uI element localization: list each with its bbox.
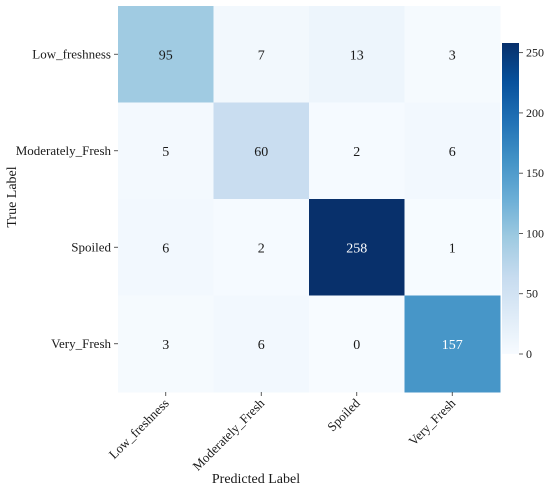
- heatmap-cell: [404, 199, 501, 296]
- y-axis-title: True Label: [5, 166, 20, 227]
- cell-value-label: 7: [258, 48, 265, 63]
- heatmap-cell: [404, 6, 501, 103]
- heatmap-cell: [118, 199, 214, 296]
- heatmap-cell: [118, 6, 214, 103]
- heatmap-cell: [213, 102, 310, 200]
- cell-value-label: 60: [254, 145, 268, 160]
- cell-value-label: 13: [350, 48, 364, 63]
- heatmap-cell: [213, 6, 310, 103]
- colorbar-gradient: [502, 43, 519, 354]
- cell-value-label: 258: [346, 241, 367, 256]
- y-tick-label: Spoiled: [71, 239, 111, 254]
- cell-value-label: 6: [258, 338, 265, 353]
- colorbar-tick-label: 150: [526, 166, 544, 180]
- colorbar: 0 50 100 150 200 250: [502, 43, 544, 361]
- cell-value-label: 0: [353, 338, 360, 353]
- cell-value-label: 6: [162, 241, 169, 256]
- x-axis-title: Predicted Label: [212, 472, 300, 487]
- cell-value-label: 157: [442, 338, 463, 353]
- y-tick-label: Moderately_Fresh: [16, 143, 112, 158]
- heatmap-cell: [309, 295, 405, 393]
- y-tick-label: Very_Fresh: [51, 336, 111, 351]
- cell-value-label: 3: [162, 338, 169, 353]
- heatmap-cell: [213, 199, 310, 296]
- heatmap-cell: [309, 199, 405, 296]
- heatmap-cell: [213, 295, 310, 393]
- colorbar-tick-label: 50: [526, 287, 538, 301]
- x-tick-label: Low_freshness: [106, 396, 172, 462]
- y-axis-ticks: Low_freshness Moderately_Fresh Spoiled Very…: [16, 46, 118, 351]
- heatmap-cell: [118, 295, 214, 393]
- cell-value-label: 2: [258, 241, 265, 256]
- colorbar-tick-label: 200: [526, 106, 544, 120]
- colorbar-tick-label: 250: [526, 46, 544, 60]
- heatmap-cell: [309, 6, 405, 103]
- heatmap-cell-labels: 95 7 13 35 60 2 66 2 258 13 6 0 157: [159, 48, 463, 353]
- cell-value-label: 6: [449, 145, 456, 160]
- cell-value-label: 95: [159, 48, 173, 63]
- heatmap-cells: [118, 6, 501, 393]
- x-axis-ticks: Low_freshness Moderately_Fresh Spoiled Very…: [106, 392, 459, 474]
- heatmap-cell: [309, 102, 405, 200]
- x-tick-label: Moderately_Fresh: [189, 395, 267, 473]
- y-tick-label: Low_freshness: [32, 46, 111, 61]
- cell-value-label: 2: [353, 145, 360, 160]
- cell-value-label: 1: [449, 241, 456, 256]
- colorbar-tick-label: 0: [526, 347, 532, 361]
- cell-value-label: 3: [449, 48, 456, 63]
- colorbar-tick-label: 100: [526, 226, 544, 240]
- x-tick-label: Spoiled: [324, 395, 363, 434]
- heatmap-cell: [404, 295, 501, 393]
- cell-value-label: 5: [162, 145, 169, 160]
- heatmap-cell: [404, 102, 501, 200]
- heatmap-cell: [118, 102, 214, 200]
- x-tick-label: Very_Fresh: [405, 395, 458, 448]
